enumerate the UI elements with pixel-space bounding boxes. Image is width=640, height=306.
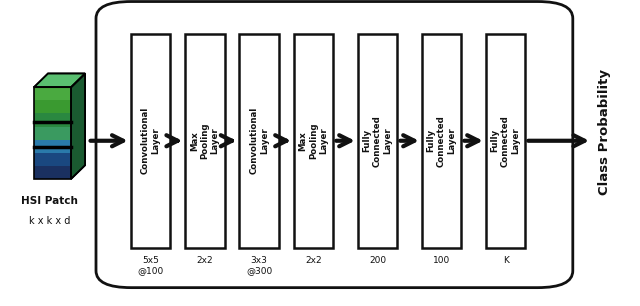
Text: 2x2: 2x2 — [196, 256, 213, 264]
Polygon shape — [34, 73, 85, 87]
FancyBboxPatch shape — [131, 34, 170, 248]
Text: Max
Pooling
Layer: Max Pooling Layer — [299, 122, 328, 159]
FancyBboxPatch shape — [239, 34, 279, 248]
Text: Class Probability: Class Probability — [598, 69, 611, 195]
Text: HSI Patch: HSI Patch — [21, 196, 77, 206]
Text: Max
Pooling
Layer: Max Pooling Layer — [190, 122, 220, 159]
Polygon shape — [71, 73, 85, 179]
Text: Convolutional
Layer: Convolutional Layer — [141, 107, 160, 174]
Polygon shape — [34, 127, 71, 140]
Text: k x k x d: k x k x d — [29, 216, 70, 226]
Text: Fully
Connected
Layer: Fully Connected Layer — [427, 115, 456, 167]
Text: 200: 200 — [369, 256, 386, 264]
Text: 3x3
@300: 3x3 @300 — [246, 256, 273, 275]
FancyBboxPatch shape — [294, 34, 333, 248]
Text: Fully
Connected
Layer: Fully Connected Layer — [363, 115, 392, 167]
Polygon shape — [34, 140, 71, 153]
FancyBboxPatch shape — [96, 2, 573, 288]
FancyBboxPatch shape — [185, 34, 225, 248]
FancyBboxPatch shape — [422, 34, 461, 248]
Text: K: K — [502, 256, 509, 264]
Polygon shape — [34, 87, 71, 100]
FancyBboxPatch shape — [486, 34, 525, 248]
Polygon shape — [34, 153, 71, 166]
Text: 2x2: 2x2 — [305, 256, 322, 264]
Polygon shape — [34, 114, 71, 127]
FancyBboxPatch shape — [358, 34, 397, 248]
Polygon shape — [34, 166, 71, 179]
Text: Fully
Connected
Layer: Fully Connected Layer — [491, 115, 520, 167]
Polygon shape — [34, 100, 71, 114]
Text: 100: 100 — [433, 256, 450, 264]
Text: Convolutional
Layer: Convolutional Layer — [250, 107, 269, 174]
Text: 5x5
@100: 5x5 @100 — [137, 256, 164, 275]
